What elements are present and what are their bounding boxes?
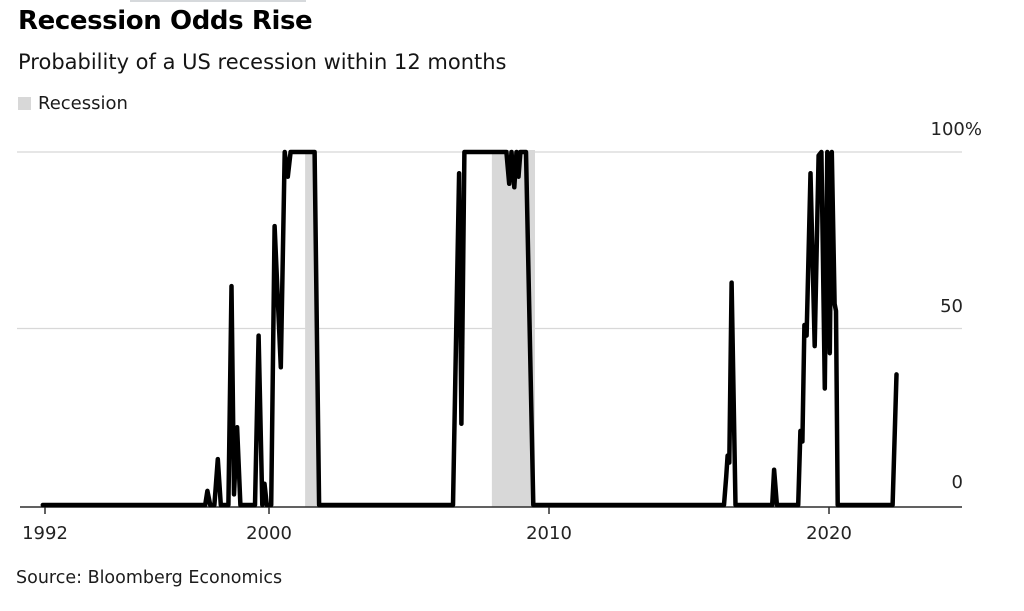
y-tick-label: 100% [930, 119, 982, 140]
x-tick-label: 2000 [246, 523, 292, 544]
y-tick-label: 0 [951, 472, 963, 493]
x-tick-label: 2010 [526, 523, 572, 544]
legend: Recession [18, 93, 128, 114]
y-tick-label: 50 [940, 295, 963, 317]
x-tick-label: 2020 [806, 523, 852, 544]
recession-band-swatch [18, 97, 31, 110]
source-note: Source: Bloomberg Economics [16, 568, 283, 588]
x-tick-label: 1992 [22, 523, 68, 544]
legend-label: Recession [38, 93, 128, 114]
probability-line [40, 149, 899, 508]
chart-title: Recession Odds Rise [18, 6, 313, 36]
cropped-text-artifact [130, 0, 306, 2]
chart-subtitle: Probability of a US recession within 12 … [18, 50, 507, 74]
